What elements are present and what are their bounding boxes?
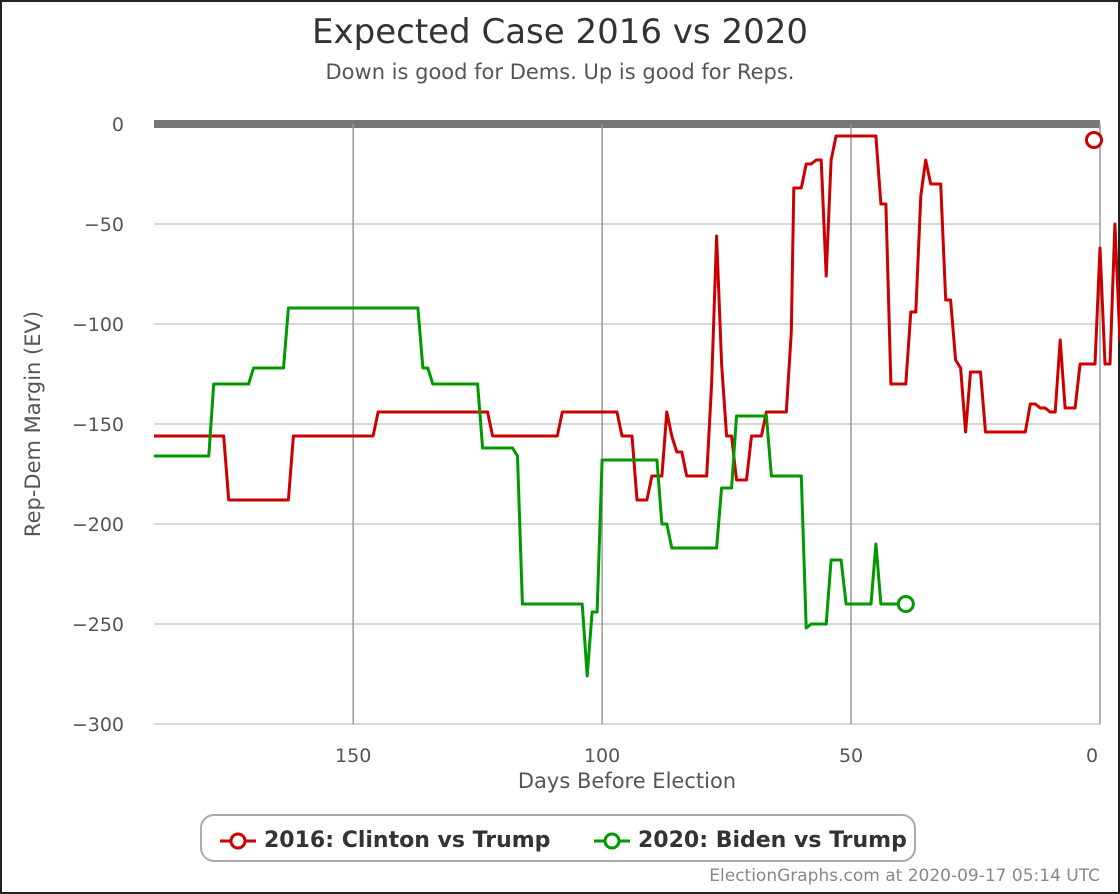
footer-credit: ElectionGraphs.com at 2020-09-17 05:14 U… [709,866,1100,886]
y-axis-label: Rep-Dem Margin (EV) [21,311,45,537]
y-tick-label: −150 [72,414,124,436]
x-tick-label: 100 [584,745,620,767]
x-tick-label: 0 [1086,745,1098,767]
grid-layer [154,120,1101,725]
legend-marker-2020 [594,832,630,849]
y-tick-label: 0 [112,114,124,136]
legend-label-2016: 2016: Clinton vs Trump [264,828,551,853]
legend-item-2020[interactable]: 2020: Biden vs Trump [594,828,907,853]
legend-item-2016[interactable]: 2016: Clinton vs Trump [220,828,550,853]
y-tick-label: −200 [72,514,124,536]
y-tick-label: −300 [72,714,124,736]
series-line-2020 [154,306,906,678]
chart-subtitle: Down is good for Dems. Up is good for Re… [325,60,795,84]
legend: 2016: Clinton vs Trump 2020: Biden vs Tr… [200,814,916,862]
legend-label-2020: 2020: Biden vs Trump [638,828,907,853]
x-axis-label: Days Before Election [518,769,736,793]
x-tick-label: 50 [839,745,863,767]
series-end-marker-2016[interactable] [1085,131,1103,149]
y-tick-label: −250 [72,614,124,636]
legend-marker-2016 [220,832,256,849]
x-tick-label: 150 [335,745,371,767]
series-line-2016 [154,134,1120,502]
y-tick-label: −50 [84,214,124,236]
series-layer [154,131,1120,678]
y-tick-label: −100 [72,314,124,336]
chart-title: Expected Case 2016 vs 2020 [312,12,808,52]
axis-layer: 0 −50 −100 −150 −200 −250 −300 150 100 50 0 [72,114,1098,767]
series-end-marker-2020[interactable] [896,595,915,613]
